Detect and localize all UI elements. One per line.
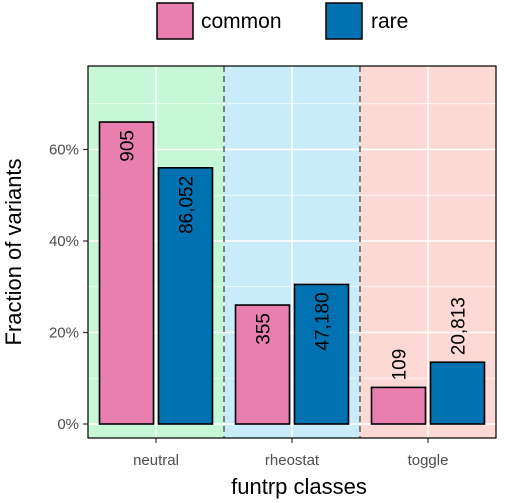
legend-swatch-rare [325, 2, 363, 40]
plot-panel-border [87, 65, 497, 439]
bar-label-common-neutral: 905 [118, 130, 139, 162]
y-tick-label-1: 20% [49, 325, 79, 342]
y-tick-label-3: 60% [49, 142, 79, 159]
gridlines [88, 66, 496, 438]
y-axis-title: Fraction of variants [1, 158, 26, 345]
bar-rare-rheostat [293, 283, 350, 425]
x-tick-label-rheostat: rheostat [265, 452, 320, 469]
bar-label-rare-rheostat: 47,180 [313, 292, 334, 350]
x-tick-label-neutral: neutral [133, 452, 179, 469]
legend-swatch-common [156, 2, 194, 40]
category-separators [223, 66, 361, 438]
bar-label-common-rheostat: 355 [254, 313, 275, 345]
y-tick-label-2: 40% [49, 233, 79, 250]
bar-common-neutral [98, 121, 155, 425]
legend: common rare [156, 2, 408, 40]
x-axis-title: funtrp classes [231, 474, 367, 499]
bar-label-rare-toggle: 20,813 [449, 297, 470, 355]
x-axis: neutral rheostat toggle [133, 438, 448, 469]
y-tick-label-0: 0% [57, 416, 79, 433]
bar-common-rheostat [234, 304, 291, 425]
bar-label-common-toggle: 109 [390, 349, 411, 381]
legend-label-common: common [201, 10, 282, 33]
bar-common-toggle [370, 386, 427, 425]
x-tick-label-toggle: toggle [408, 452, 449, 469]
y-axis: 0% 20% 40% 60% [49, 142, 88, 433]
bar-rare-toggle [429, 361, 486, 425]
legend-label-rare: rare [371, 10, 408, 33]
bar-label-rare-neutral: 86,052 [177, 176, 198, 234]
bars: 905 86,052 355 47,180 109 20,813 [98, 121, 486, 425]
bar-rare-neutral [157, 167, 214, 425]
